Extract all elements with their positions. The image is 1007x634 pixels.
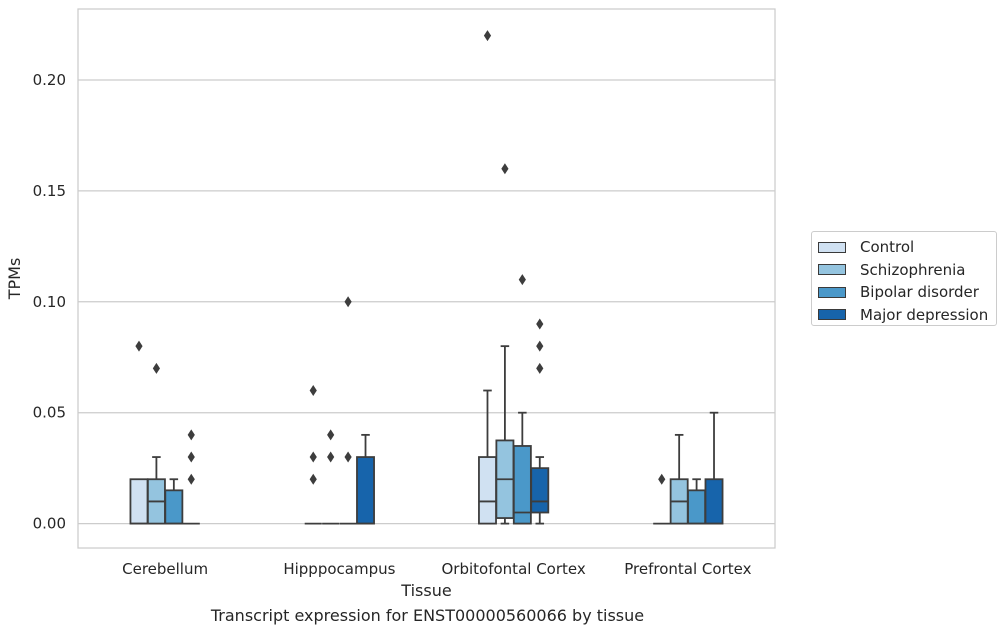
legend-label: Control	[860, 238, 915, 257]
plot-area-frame	[77, 8, 776, 549]
outlier-point	[187, 429, 195, 441]
legend-item: Bipolar disorder	[812, 281, 996, 304]
box-schizophrenia-1	[322, 429, 340, 525]
box-bipolar-disorder-2	[512, 274, 532, 525]
box-control-0	[129, 340, 149, 525]
box-body	[687, 489, 707, 525]
legend-swatch	[818, 286, 846, 298]
legend-label: Major depression	[860, 305, 989, 324]
legend-label: Bipolar disorder	[860, 283, 979, 302]
outlier-point	[483, 30, 492, 42]
box-body	[356, 456, 375, 525]
box-schizophrenia-3	[669, 433, 689, 525]
outlier-point	[309, 451, 317, 463]
box-major-depression-1	[356, 433, 375, 525]
box-control-3	[653, 473, 671, 525]
outlier-point	[344, 296, 352, 308]
box-schizophrenia-0	[146, 362, 166, 525]
figure-caption: Transcript expression for ENST0000056006…	[210, 606, 645, 625]
legend-swatch	[818, 264, 846, 276]
outlier-point	[309, 385, 317, 397]
legend-swatch	[818, 241, 846, 253]
y-axis-ticks: 0.00 0.05 0.10 0.15 0.20	[33, 71, 66, 533]
box-body	[129, 478, 149, 525]
x-axis-ticks: Cerebellum Hipppocampus Orbitofontal Corte…	[122, 560, 751, 578]
outlier-point	[187, 473, 195, 485]
outlier-point	[518, 274, 526, 286]
y-tick-label: 0.20	[33, 71, 66, 89]
outlier-point	[152, 362, 161, 374]
boxes	[129, 30, 724, 525]
y-tick-label: 0.10	[33, 293, 66, 311]
legend-item: Schizophrenia	[812, 259, 996, 282]
legend: Control Schizophrenia Bipolar disorder Majo…	[811, 231, 997, 326]
box-body	[530, 467, 550, 514]
box-major-depression-0	[182, 429, 200, 525]
y-tick-label: 0.05	[33, 404, 66, 422]
outlier-point	[344, 451, 352, 463]
legend-swatch	[818, 309, 846, 321]
legend-label: Schizophrenia	[860, 260, 966, 279]
outlier-point	[536, 340, 544, 352]
box-major-depression-3	[704, 411, 724, 525]
outlier-point	[327, 429, 335, 441]
gridlines	[78, 79, 775, 525]
legend-item: Control	[812, 236, 996, 259]
y-axis-label: TPMs	[5, 258, 24, 301]
box-body	[478, 456, 497, 525]
x-axis-label: Tissue	[400, 581, 451, 600]
y-tick-label: 0.00	[33, 515, 66, 533]
x-tick-label: Cerebellum	[122, 560, 208, 578]
box-control-1	[304, 385, 322, 525]
outlier-point	[536, 318, 544, 330]
box-body	[164, 489, 184, 525]
x-tick-label: Orbitofontal Cortex	[442, 560, 586, 578]
outlier-point	[309, 473, 317, 485]
box-schizophrenia-2	[495, 163, 515, 525]
x-tick-label: Hipppocampus	[283, 560, 395, 578]
box-bipolar-disorder-3	[687, 478, 707, 525]
y-tick-label: 0.15	[33, 182, 66, 200]
box-major-depression-2	[530, 318, 550, 525]
box-bipolar-disorder-1	[339, 296, 357, 525]
outlier-point	[536, 362, 544, 374]
outlier-point	[187, 451, 195, 463]
legend-item: Major depression	[812, 304, 996, 327]
outlier-point	[135, 340, 143, 352]
box-control-2	[478, 30, 497, 525]
box-bipolar-disorder-0	[164, 478, 184, 525]
x-tick-label: Prefrontal Cortex	[624, 560, 751, 578]
outlier-point	[658, 473, 666, 485]
outlier-point	[327, 451, 335, 463]
outlier-point	[501, 163, 509, 175]
box-body	[704, 478, 724, 525]
